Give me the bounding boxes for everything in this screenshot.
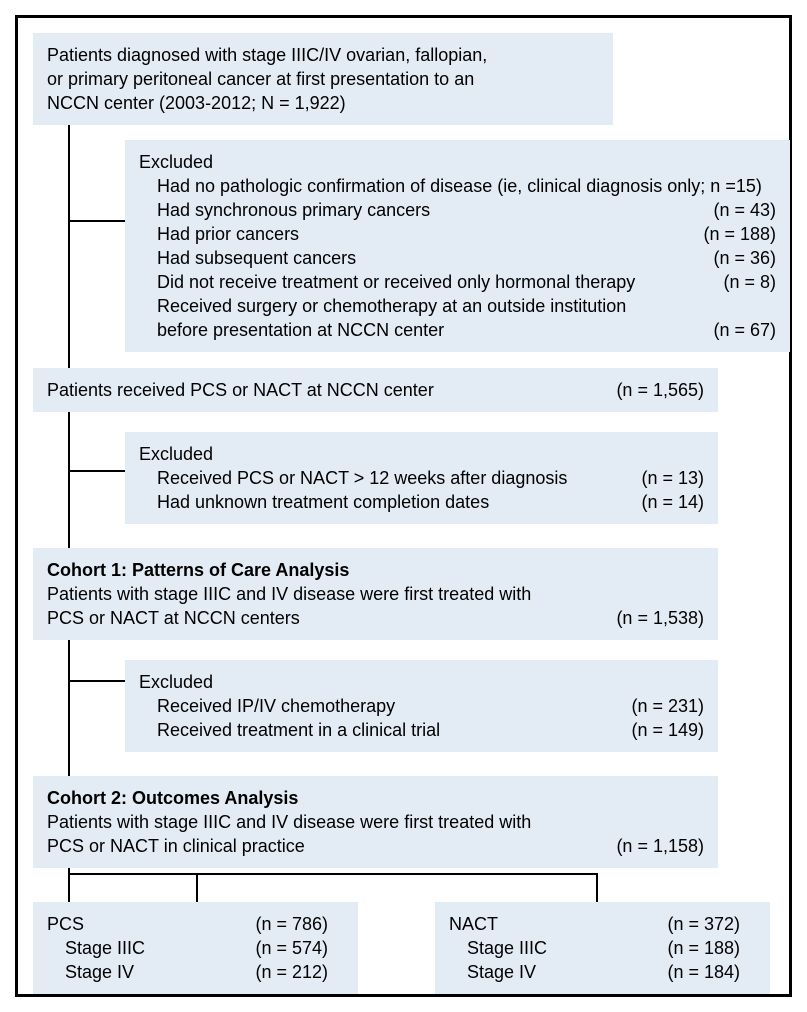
box4-r2-t: Had unknown treatment completion dates bbox=[157, 490, 489, 514]
box6-r2-n: (n = 149) bbox=[631, 718, 704, 742]
box6-r1-n: (n = 231) bbox=[631, 694, 704, 718]
box2-r3-n: (n = 188) bbox=[703, 222, 776, 246]
box-excluded-1: Excluded Had no pathologic confirmation … bbox=[125, 140, 790, 352]
box-excluded-3: Excluded Received IP/IV chemotherapy (n … bbox=[125, 660, 718, 752]
box4-r1: Received PCS or NACT > 12 weeks after di… bbox=[157, 466, 704, 490]
box7-l2: Patients with stage IIIC and IV disease … bbox=[47, 810, 704, 834]
box7-title: Cohort 2: Outcomes Analysis bbox=[47, 786, 704, 810]
box8-r1-t: Stage IIIC bbox=[65, 936, 145, 960]
box2-r5-n: (n = 8) bbox=[723, 270, 776, 294]
box-pcs-nact: Patients received PCS or NACT at NCCN ce… bbox=[33, 368, 718, 412]
box4-r1-n: (n = 13) bbox=[641, 466, 704, 490]
box7-l3-t: PCS or NACT in clinical practice bbox=[47, 834, 305, 858]
box9-h-n: (n = 372) bbox=[667, 912, 740, 936]
box6-r2: Received treatment in a clinical trial (… bbox=[157, 718, 704, 742]
box4-r1-t: Received PCS or NACT > 12 weeks after di… bbox=[157, 466, 567, 490]
box5-l3-t: PCS or NACT at NCCN centers bbox=[47, 606, 300, 630]
box-excluded-2: Excluded Received PCS or NACT > 12 weeks… bbox=[125, 432, 718, 524]
drop-left bbox=[196, 873, 198, 903]
box2-r5: Did not receive treatment or received on… bbox=[157, 270, 776, 294]
box5-title: Cohort 1: Patterns of Care Analysis bbox=[47, 558, 704, 582]
box4-title: Excluded bbox=[139, 442, 704, 466]
box2-r5-t: Did not receive treatment or received on… bbox=[157, 270, 635, 294]
box5-l2: Patients with stage IIIC and IV disease … bbox=[47, 582, 704, 606]
page: Patients diagnosed with stage IIIC/IV ov… bbox=[0, 0, 807, 1012]
box9-h-t: NACT bbox=[449, 912, 498, 936]
box1-l2: or primary peritoneal cancer at first pr… bbox=[47, 67, 599, 91]
box2-r6b-n: (n = 67) bbox=[713, 318, 776, 342]
box2-r3-t: Had prior cancers bbox=[157, 222, 299, 246]
box-initial-cohort: Patients diagnosed with stage IIIC/IV ov… bbox=[33, 33, 613, 125]
box2-title: Excluded bbox=[139, 150, 776, 174]
box2-r1: Had no pathologic confirmation of diseas… bbox=[157, 174, 776, 198]
box8-r1: Stage IIIC (n = 574) bbox=[65, 936, 328, 960]
conn-exc1 bbox=[68, 220, 125, 222]
box9-r2-t: Stage IV bbox=[467, 960, 536, 984]
box6-r1: Received IP/IV chemotherapy (n = 231) bbox=[157, 694, 704, 718]
box3-t: Patients received PCS or NACT at NCCN ce… bbox=[47, 378, 434, 402]
box2-r6b: before presentation at NCCN center (n = … bbox=[157, 318, 776, 342]
box7-l3-n: (n = 1,158) bbox=[616, 834, 704, 858]
box8-h-t: PCS bbox=[47, 912, 84, 936]
box4-r2-n: (n = 14) bbox=[641, 490, 704, 514]
conn-exc3 bbox=[68, 680, 125, 682]
box4-r2: Had unknown treatment completion dates (… bbox=[157, 490, 704, 514]
conn-exc2 bbox=[68, 470, 125, 472]
box2-r6b-t: before presentation at NCCN center bbox=[157, 318, 444, 342]
box2-r2-t: Had synchronous primary cancers bbox=[157, 198, 430, 222]
box-cohort-1: Cohort 1: Patterns of Care Analysis Pati… bbox=[33, 548, 718, 640]
bottom-bar bbox=[68, 873, 598, 875]
box6-r2-t: Received treatment in a clinical trial bbox=[157, 718, 440, 742]
box6-title: Excluded bbox=[139, 670, 704, 694]
box8-r2-t: Stage IV bbox=[65, 960, 134, 984]
box2-r4-n: (n = 36) bbox=[713, 246, 776, 270]
box8-r1-n: (n = 574) bbox=[255, 936, 328, 960]
box8-r2: Stage IV (n = 212) bbox=[65, 960, 328, 984]
box6-r1-t: Received IP/IV chemotherapy bbox=[157, 694, 395, 718]
box2-r6a: Received surgery or chemotherapy at an o… bbox=[157, 294, 776, 318]
box2-r3: Had prior cancers (n = 188) bbox=[157, 222, 776, 246]
box8-h-n: (n = 786) bbox=[255, 912, 328, 936]
box9-r1: Stage IIIC (n = 188) bbox=[467, 936, 740, 960]
box1-l1: Patients diagnosed with stage IIIC/IV ov… bbox=[47, 43, 599, 67]
drop-right bbox=[596, 873, 598, 903]
box2-r2: Had synchronous primary cancers (n = 43) bbox=[157, 198, 776, 222]
box9-r1-t: Stage IIIC bbox=[467, 936, 547, 960]
box1-l3: NCCN center (2003-2012; N = 1,922) bbox=[47, 91, 599, 115]
box9-r2: Stage IV (n = 184) bbox=[467, 960, 740, 984]
box3-n: (n = 1,565) bbox=[616, 378, 704, 402]
box8-r2-n: (n = 212) bbox=[255, 960, 328, 984]
box-nact: NACT (n = 372) Stage IIIC (n = 188) Stag… bbox=[435, 902, 770, 994]
box-cohort-2: Cohort 2: Outcomes Analysis Patients wit… bbox=[33, 776, 718, 868]
box9-r2-n: (n = 184) bbox=[667, 960, 740, 984]
box-pcs: PCS (n = 786) Stage IIIC (n = 574) Stage… bbox=[33, 902, 358, 994]
box9-r1-n: (n = 188) bbox=[667, 936, 740, 960]
box2-r2-n: (n = 43) bbox=[713, 198, 776, 222]
box2-r4-t: Had subsequent cancers bbox=[157, 246, 356, 270]
box5-l3-n: (n = 1,538) bbox=[616, 606, 704, 630]
box2-r4: Had subsequent cancers (n = 36) bbox=[157, 246, 776, 270]
